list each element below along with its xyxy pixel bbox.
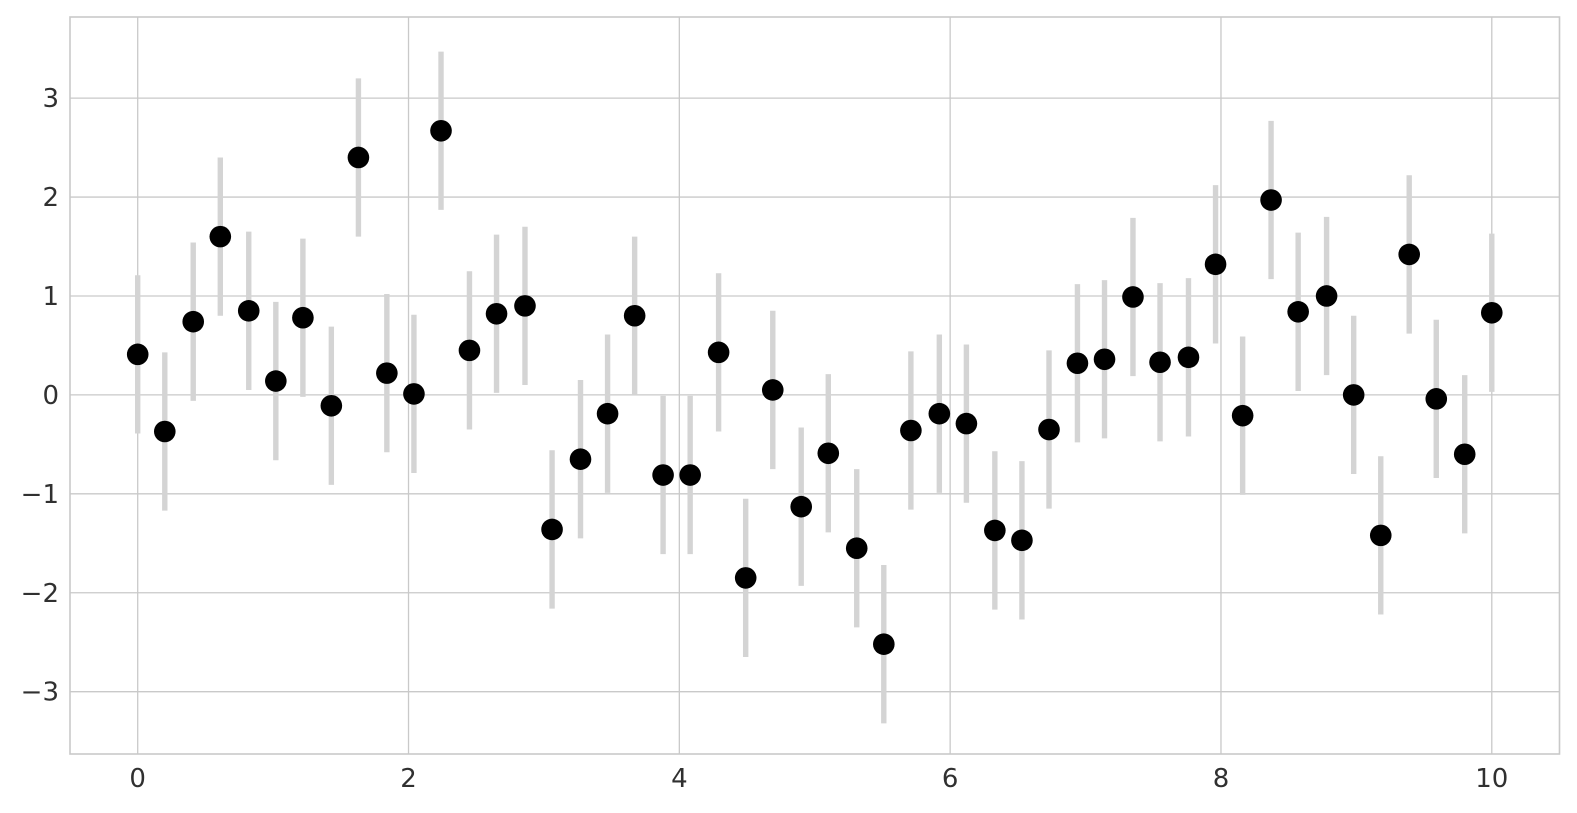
data-point (153, 420, 176, 443)
data-point (1287, 301, 1309, 323)
x-tick-label: 0 (129, 764, 146, 794)
data-point (1315, 285, 1338, 307)
data-point (873, 633, 895, 655)
grid-layer (70, 17, 1560, 754)
plot-border (69, 16, 1561, 755)
data-point (541, 518, 563, 541)
x-tick-label: 8 (1213, 764, 1230, 794)
x-tick-label: 2 (400, 764, 417, 794)
data-point (1149, 351, 1171, 374)
data-point (430, 119, 452, 142)
data-point (403, 383, 425, 405)
data-point (209, 225, 232, 248)
data-point (623, 304, 646, 327)
y-tick-label: −1 (21, 480, 59, 510)
data-point (790, 495, 813, 518)
data-point (984, 519, 1006, 542)
data-point (955, 412, 978, 435)
data-point (458, 339, 481, 362)
data-point (596, 402, 619, 425)
data-point (265, 370, 287, 392)
x-tick-label: 4 (671, 764, 688, 794)
data-point (652, 464, 674, 486)
x-tick-labels: 0 2 4 6 8 10 (129, 764, 1508, 794)
data-point (1177, 346, 1200, 369)
y-tick-label: −3 (21, 678, 59, 708)
data-point (514, 295, 536, 317)
data-point (237, 300, 260, 322)
data-point (126, 343, 149, 366)
data-point (679, 464, 701, 486)
y-tick-label: 1 (42, 282, 59, 312)
data-point (320, 394, 343, 417)
data-point (761, 379, 784, 401)
data-point (1122, 286, 1144, 308)
data-point (734, 567, 757, 589)
data-point (1011, 529, 1033, 552)
data-point (1369, 524, 1392, 547)
axes-spines (69, 16, 1561, 755)
data-point (928, 402, 951, 425)
data-point (376, 362, 398, 384)
data-point (1342, 384, 1365, 406)
data-point (485, 302, 508, 325)
data-point (845, 537, 868, 560)
data-point (817, 442, 840, 465)
data-point (292, 306, 314, 329)
x-tick-label: 6 (942, 764, 959, 794)
data-point (707, 341, 730, 364)
data-point (182, 310, 205, 333)
data-points (126, 119, 1503, 655)
data-point (1231, 404, 1254, 427)
data-point (1093, 348, 1116, 371)
y-tick-label: −2 (21, 579, 59, 609)
x-tick-label: 10 (1475, 764, 1508, 794)
y-tick-label: 3 (42, 84, 59, 114)
data-point (1038, 418, 1060, 441)
data-point (1480, 301, 1503, 324)
data-point (900, 419, 922, 442)
data-point (1204, 253, 1227, 276)
y-tick-labels: −3 −2 −1 0 1 2 3 (21, 84, 59, 708)
y-tick-label: 0 (42, 381, 59, 411)
data-point (347, 146, 370, 169)
data-point (569, 448, 592, 471)
data-point (1260, 189, 1282, 211)
data-point (1066, 352, 1089, 375)
data-point (1425, 388, 1448, 410)
error-bars (135, 51, 1495, 724)
data-point (1453, 443, 1476, 466)
y-tick-label: 2 (42, 183, 59, 213)
data-point (1398, 243, 1420, 266)
